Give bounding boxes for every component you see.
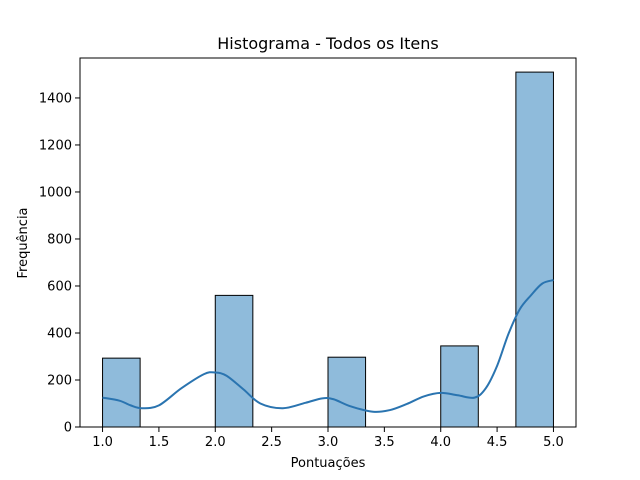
histogram-bar xyxy=(440,345,479,428)
histogram-bar xyxy=(515,71,554,428)
x-tick-label: 1.5 xyxy=(149,435,170,450)
x-tick-label: 2.5 xyxy=(261,435,282,450)
x-tick-label: 4.0 xyxy=(430,435,451,450)
x-tick-label: 2.0 xyxy=(205,435,226,450)
x-axis-title: Pontuações xyxy=(291,456,366,471)
y-tick-label: 600 xyxy=(47,279,72,294)
x-tick-label: 5.0 xyxy=(543,435,564,450)
y-tick-label: 200 xyxy=(47,373,72,388)
histogram-bar xyxy=(102,357,141,428)
x-axis-ticks: 1.0 1.5 2.0 2.5 3.0 3.5 4.0 4.5 5.0 xyxy=(92,427,564,450)
y-axis-title: Frequência xyxy=(16,207,31,278)
y-tick-label: 0 xyxy=(64,421,72,436)
y-tick-label: 400 xyxy=(47,326,72,341)
chart-title: Histograma - Todos os Itens xyxy=(217,34,438,53)
histogram-bar xyxy=(214,294,254,428)
x-tick-label: 3.0 xyxy=(318,435,339,450)
x-tick-label: 3.5 xyxy=(374,435,395,450)
histogram-bar xyxy=(327,356,367,428)
x-tick-label: 4.5 xyxy=(487,435,508,450)
y-tick-label: 800 xyxy=(47,232,72,247)
y-axis-ticks: 0 200 400 600 800 1000 1200 1400 xyxy=(39,91,80,436)
y-tick-label: 1200 xyxy=(39,138,72,153)
kde-curve xyxy=(102,279,554,413)
bars-group xyxy=(102,71,554,428)
y-tick-label: 1400 xyxy=(39,91,72,106)
x-tick-label: 1.0 xyxy=(92,435,113,450)
y-tick-label: 1000 xyxy=(39,185,72,200)
